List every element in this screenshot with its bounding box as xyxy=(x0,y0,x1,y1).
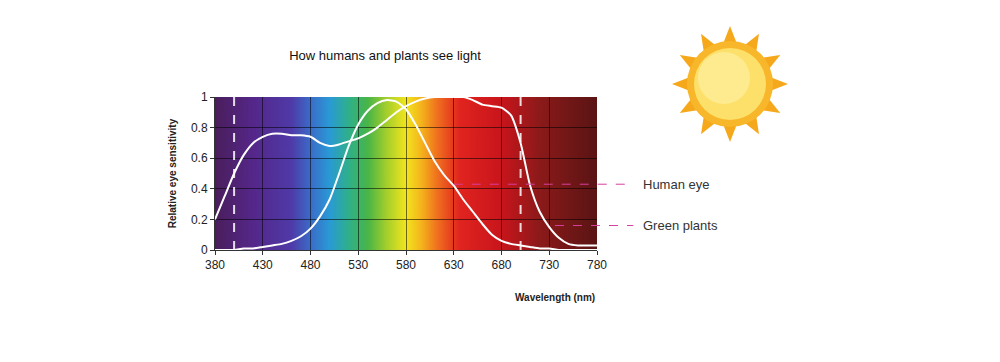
svg-text:730: 730 xyxy=(539,258,559,272)
svg-text:Wavelength (nm): Wavelength (nm) xyxy=(515,292,595,303)
svg-text:380: 380 xyxy=(205,258,225,272)
svg-text:680: 680 xyxy=(491,258,511,272)
svg-text:630: 630 xyxy=(444,258,464,272)
svg-text:1: 1 xyxy=(201,90,208,104)
svg-text:0.8: 0.8 xyxy=(191,121,208,135)
svg-text:Green plants: Green plants xyxy=(643,218,718,233)
svg-text:0.2: 0.2 xyxy=(191,213,208,227)
svg-text:480: 480 xyxy=(300,258,320,272)
svg-text:430: 430 xyxy=(253,258,273,272)
svg-text:Human eye: Human eye xyxy=(643,177,709,192)
svg-text:0.4: 0.4 xyxy=(191,182,208,196)
svg-text:How humans and plants see ligh: How humans and plants see light xyxy=(289,48,481,63)
svg-text:0: 0 xyxy=(201,243,208,257)
svg-text:Relative eye sensitivity: Relative eye sensitivity xyxy=(167,118,178,228)
svg-text:530: 530 xyxy=(348,258,368,272)
svg-text:580: 580 xyxy=(396,258,416,272)
svg-text:780: 780 xyxy=(587,258,607,272)
svg-text:0.6: 0.6 xyxy=(191,151,208,165)
